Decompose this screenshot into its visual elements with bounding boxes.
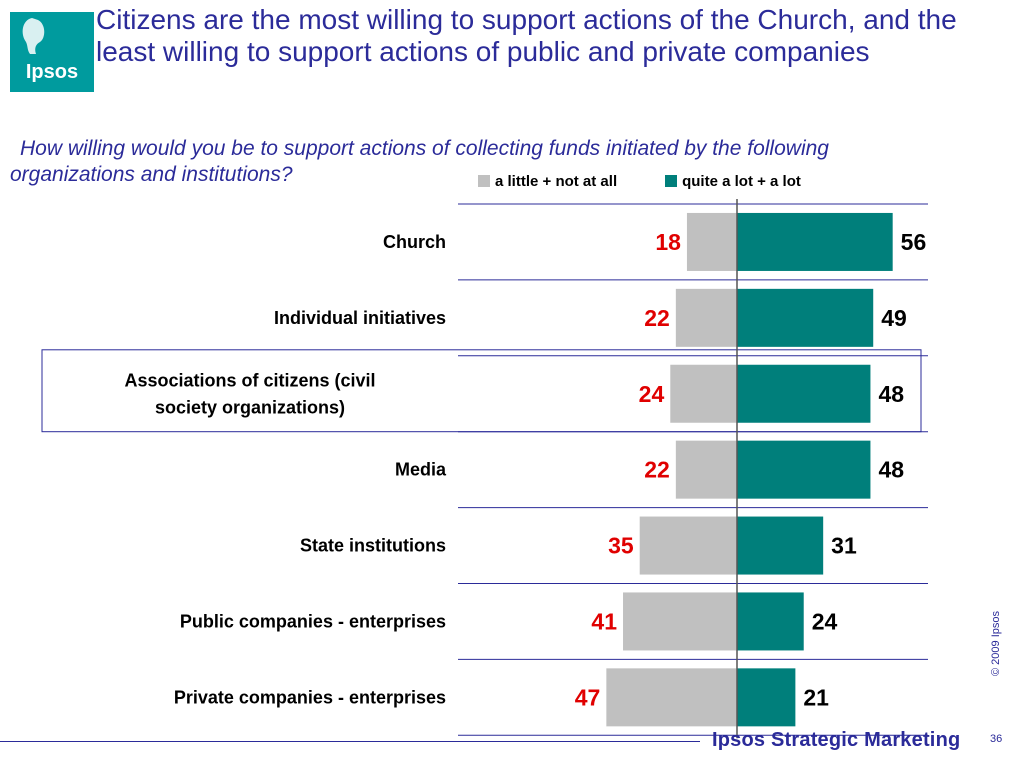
category-label: Individual initiatives xyxy=(274,308,446,328)
category-label: Public companies - enterprises xyxy=(180,611,446,631)
category-label: Private companies - enterprises xyxy=(174,687,446,707)
data-label-negative: 18 xyxy=(655,229,681,255)
data-label-positive: 48 xyxy=(878,457,904,483)
data-label-positive: 31 xyxy=(831,533,857,559)
question-line-1: How willing would you be to support acti… xyxy=(20,137,829,160)
bar-positive xyxy=(737,592,804,651)
legend-item-positive: quite a lot + a lot xyxy=(665,173,801,190)
data-label-positive: 56 xyxy=(901,229,927,255)
legend-label-positive: quite a lot + a lot xyxy=(682,172,801,190)
bar-negative xyxy=(675,288,737,347)
footer-divider xyxy=(0,741,700,742)
question-line-2: organizations and institutions? xyxy=(10,163,293,186)
bar-positive xyxy=(737,668,796,727)
data-label-positive: 49 xyxy=(881,305,907,331)
bar-positive xyxy=(737,212,893,271)
data-label-positive: 21 xyxy=(803,684,829,710)
page-number: 36 xyxy=(990,733,1003,745)
category-label: Media xyxy=(395,460,447,480)
copyright-notice: © 2009 Ipsos xyxy=(990,611,1002,676)
category-label: Church xyxy=(383,232,446,252)
data-label-negative: 41 xyxy=(591,608,617,634)
data-label-negative: 35 xyxy=(608,533,634,559)
data-label-negative: 47 xyxy=(575,684,601,710)
bar-negative xyxy=(675,440,737,499)
bar-negative xyxy=(606,668,737,727)
category-label: State institutions xyxy=(300,536,446,556)
category-label: Associations of citizens (civil xyxy=(124,370,375,390)
data-label-negative: 22 xyxy=(644,305,670,331)
data-label-positive: 48 xyxy=(878,381,904,407)
bar-negative xyxy=(670,364,737,423)
ipsos-logo: Ipsos xyxy=(10,12,94,92)
bar-positive xyxy=(737,364,871,423)
logo-text: Ipsos xyxy=(26,61,78,83)
legend-swatch-positive xyxy=(665,175,678,187)
page-title: Citizens are the most willing to support… xyxy=(96,4,957,67)
data-label-negative: 22 xyxy=(644,457,670,483)
chart-legend: a little + not at all quite a lot + a lo… xyxy=(478,170,849,192)
bar-positive xyxy=(737,288,874,347)
footer-brand: Ipsos Strategic Marketing xyxy=(712,729,961,751)
highlight-frame xyxy=(41,349,922,433)
data-label-negative: 24 xyxy=(639,381,665,407)
bar-positive xyxy=(737,516,824,575)
bar-positive xyxy=(737,440,871,499)
data-label-positive: 24 xyxy=(812,608,838,634)
bar-negative xyxy=(623,592,737,651)
legend-item-negative: a little + not at all xyxy=(478,173,617,190)
bar-negative xyxy=(686,212,737,271)
legend-label-negative: a little + not at all xyxy=(495,172,618,190)
bar-negative xyxy=(639,516,737,575)
chart-question: How willing would you be to support acti… xyxy=(10,136,1010,188)
category-label: society organizations) xyxy=(155,397,345,417)
legend-swatch-negative xyxy=(478,175,490,187)
